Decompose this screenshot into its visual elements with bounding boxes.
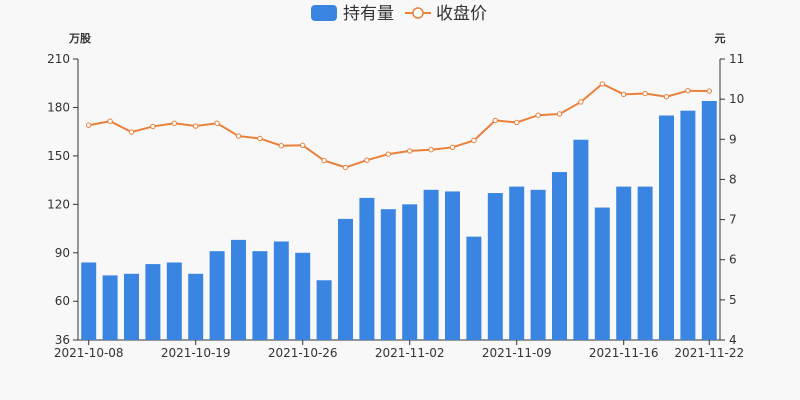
bar[interactable] (552, 172, 567, 340)
bar[interactable] (145, 264, 161, 340)
bar[interactable] (209, 251, 225, 340)
price-point[interactable] (300, 142, 306, 149)
price-line (88, 82, 710, 169)
bar[interactable] (423, 189, 439, 340)
price-point[interactable] (492, 117, 498, 124)
bar[interactable] (338, 218, 353, 340)
price-point[interactable] (342, 164, 349, 171)
price-point[interactable] (278, 143, 284, 149)
bar[interactable] (659, 115, 674, 341)
y-left-tick-label: 36 (55, 333, 70, 347)
legend-bar-swatch[interactable] (311, 5, 337, 21)
bar[interactable] (166, 262, 182, 340)
price-point[interactable] (578, 99, 584, 105)
y-left-tick-label: 210 (47, 52, 70, 66)
y-right-tick-label: 10 (729, 92, 744, 106)
bar[interactable] (231, 239, 246, 340)
x-tick-label: 2021-10-08 (54, 346, 124, 360)
y-right-tick-label: 11 (729, 52, 744, 66)
y-left-tick-label: 90 (55, 246, 70, 260)
price-point[interactable] (514, 119, 520, 126)
price-point[interactable] (471, 137, 477, 144)
y-left-tick-label: 180 (47, 100, 70, 114)
bar[interactable] (701, 100, 717, 341)
bar[interactable] (594, 207, 610, 340)
bar[interactable] (616, 186, 632, 340)
y-right-tick-label: 4 (729, 333, 737, 347)
y-right-tick-label: 6 (729, 253, 737, 267)
x-tick-label: 2021-11-16 (589, 346, 659, 360)
legend[interactable]: 持有量 收盘价 (311, 4, 487, 24)
price-point[interactable] (642, 90, 648, 97)
bar-series (81, 100, 717, 341)
bar[interactable] (252, 251, 268, 340)
bar[interactable] (573, 139, 589, 340)
bar[interactable] (316, 280, 332, 340)
price-point[interactable] (107, 118, 113, 124)
price-point[interactable] (621, 91, 627, 98)
x-tick-label: 2021-11-09 (482, 346, 552, 360)
price-point[interactable] (428, 147, 434, 153)
bar[interactable] (295, 252, 311, 340)
y-right-tick-label: 8 (729, 172, 737, 186)
x-tick-label: 2021-11-02 (375, 346, 445, 360)
bar[interactable] (445, 191, 460, 340)
bar[interactable] (102, 275, 118, 340)
bar[interactable] (530, 189, 546, 340)
legend-bar-label[interactable]: 持有量 (343, 4, 394, 24)
price-point[interactable] (214, 120, 220, 126)
price-point[interactable] (171, 120, 178, 126)
bar[interactable] (273, 241, 289, 340)
price-point[interactable] (321, 157, 327, 164)
bar[interactable] (487, 193, 503, 340)
y-right-tick-label: 7 (729, 213, 737, 227)
price-point[interactable] (128, 129, 135, 135)
bar[interactable] (359, 197, 375, 340)
price-point[interactable] (150, 123, 156, 130)
legend-line-label[interactable]: 收盘价 (436, 4, 487, 24)
y-left-tick-label: 60 (55, 294, 70, 308)
x-tick-label: 2021-11-22 (674, 346, 744, 360)
price-point[interactable] (663, 94, 670, 100)
price-point[interactable] (706, 88, 712, 94)
price-point[interactable] (364, 157, 370, 163)
bar[interactable] (81, 262, 97, 340)
y-right-tick-label: 9 (729, 132, 737, 146)
x-tick-label: 2021-10-26 (268, 346, 338, 360)
bar[interactable] (466, 236, 482, 340)
bar[interactable] (402, 204, 418, 340)
bar[interactable] (509, 186, 525, 340)
price-point[interactable] (86, 122, 92, 128)
bar[interactable] (637, 186, 653, 340)
bar[interactable] (124, 273, 139, 340)
price-point[interactable] (257, 135, 263, 142)
line-series (86, 81, 712, 171)
y-left-tick-label: 120 (47, 197, 70, 211)
price-point[interactable] (556, 111, 563, 117)
price-point[interactable] (535, 112, 541, 118)
price-point[interactable] (599, 81, 605, 87)
price-point[interactable] (385, 151, 391, 157)
price-point[interactable] (407, 148, 413, 154)
legend-line-marker[interactable] (412, 7, 424, 19)
axes: 36 60 90 120 150 180 210 4 5 6 7 8 9 10 11 2021-10-08 20… (47, 52, 744, 360)
x-tick-label: 2021-10-19 (161, 346, 231, 360)
price-point[interactable] (193, 123, 199, 129)
bar[interactable] (188, 273, 204, 340)
price-point[interactable] (235, 133, 242, 139)
bar[interactable] (380, 209, 396, 340)
price-point[interactable] (685, 88, 691, 94)
y-right-tick-label: 5 (729, 293, 737, 307)
y-left-unit: 万股 (68, 32, 92, 45)
price-point[interactable] (449, 144, 456, 151)
y-left-tick-label: 150 (47, 149, 70, 163)
bar[interactable] (680, 110, 696, 341)
y-right-unit: 元 (715, 32, 726, 45)
